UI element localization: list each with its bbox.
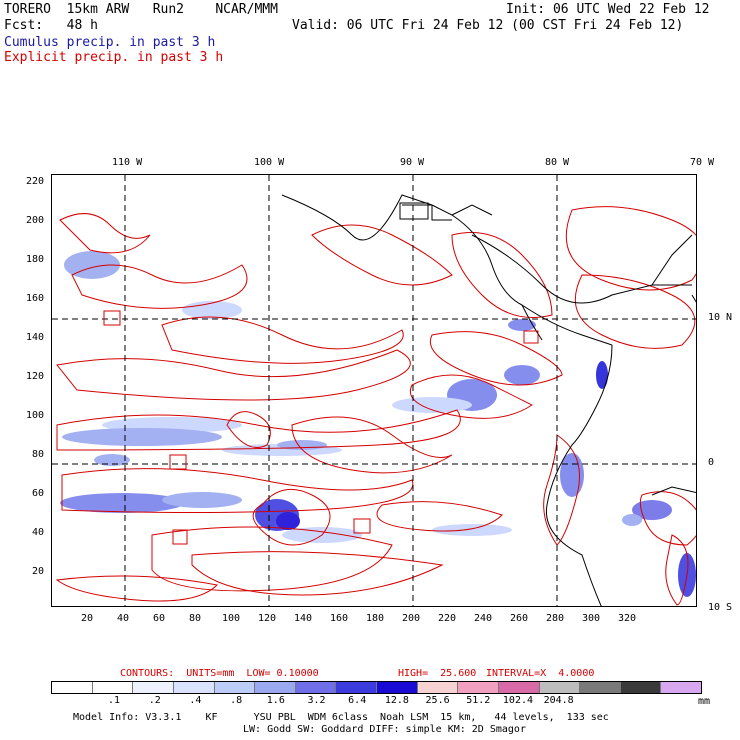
colorbar-label: 1.6	[266, 695, 285, 706]
init-time: Init: 06 UTC Wed 22 Feb 12	[506, 2, 710, 17]
colorbar-swatch-14	[620, 682, 662, 693]
colorbar-swatch-11	[498, 682, 540, 693]
colorbar-swatch-15	[661, 682, 701, 693]
colorbar-unit: mm	[698, 696, 711, 707]
coastline	[281, 194, 696, 606]
colorbar-label: 12.8	[384, 695, 409, 706]
colorbar-swatch-9	[417, 682, 459, 693]
colorbar-label: 3.2	[307, 695, 326, 706]
grid-x-320: 320	[618, 613, 637, 624]
colorbar-label: 51.2	[466, 695, 491, 706]
grid-x-240: 240	[474, 613, 493, 624]
colorbar-label: 102.4	[502, 695, 534, 706]
colorbar-swatch-4	[214, 682, 256, 693]
grid-y-200: 200	[26, 215, 45, 226]
colorbar-swatch-5	[255, 682, 296, 693]
grid-x-60: 60	[153, 613, 166, 624]
colorbar-label: 25.6	[425, 695, 450, 706]
lon-label-110w: 110 W	[112, 157, 143, 168]
colorbar-swatch-12	[539, 682, 581, 693]
grid-x-300: 300	[582, 613, 601, 624]
grid-y-100: 100	[26, 410, 45, 421]
station-markers	[103, 310, 539, 545]
grid-x-280: 280	[546, 613, 565, 624]
explicit-legend: Explicit precip. in past 3 h	[4, 50, 224, 65]
grid-y-140: 140	[26, 332, 45, 343]
grid-x-120: 120	[258, 613, 277, 624]
lon-label-80w: 80 W	[545, 157, 570, 168]
colorbar-swatch-13	[580, 682, 621, 693]
colorbar-label: 6.4	[348, 695, 367, 706]
model-physics: LW: Godd SW: Goddard DIFF: simple KM: 2D…	[243, 724, 526, 735]
explicit-precip-contours	[55, 206, 696, 606]
lat-label-10s: 10 S	[708, 602, 733, 613]
colorbar-swatch-3	[173, 682, 215, 693]
grid-x-200: 200	[402, 613, 421, 624]
colorbar-swatch-7	[336, 682, 377, 693]
colorbar-swatch-8	[377, 682, 418, 693]
colorbar-swatch-1	[92, 682, 134, 693]
grid-y-80: 80	[32, 449, 45, 460]
grid-x-20: 20	[81, 613, 94, 624]
grid-y-180: 180	[26, 254, 45, 265]
precip-colorbar	[51, 681, 702, 694]
grid-y-60: 60	[32, 488, 45, 499]
colorbar-label: 204.8	[543, 695, 574, 706]
colorbar-label: .1	[108, 695, 121, 706]
lon-label-90w: 90 W	[400, 157, 425, 168]
map-canvas	[52, 175, 696, 606]
grid-y-20: 20	[32, 566, 45, 577]
lat-label-10n: 10 N	[708, 312, 733, 323]
grid-x-160: 160	[330, 613, 349, 624]
colorbar-label: .8	[230, 695, 243, 706]
latlon-grid	[52, 175, 696, 606]
grid-y-220: 220	[26, 176, 45, 187]
grid-y-120: 120	[26, 371, 45, 382]
grid-y-160: 160	[26, 293, 45, 304]
lat-label-0: 0	[708, 457, 715, 468]
colorbar-label: .4	[189, 695, 202, 706]
contour-high: HIGH= 25.600	[398, 668, 477, 679]
grid-x-80: 80	[189, 613, 202, 624]
colorbar-swatch-6	[295, 682, 337, 693]
colorbar-swatch-0	[52, 682, 93, 693]
lon-label-70w: 70 W	[690, 157, 715, 168]
grid-x-40: 40	[117, 613, 130, 624]
precipitation-map	[51, 174, 697, 607]
cumulus-precip-layer	[60, 251, 696, 597]
grid-y-40: 40	[32, 527, 45, 538]
colorbar-swatch-10	[458, 682, 499, 693]
forecast-hour: Fcst: 48 h	[4, 18, 98, 33]
grid-x-140: 140	[294, 613, 313, 624]
grid-x-180: 180	[366, 613, 385, 624]
grid-x-260: 260	[510, 613, 529, 624]
model-info: Model Info: V3.3.1 KF YSU PBL WDM 6class…	[73, 712, 609, 723]
contour-info: CONTOURS: UNITS=mm LOW= 0.10000	[120, 668, 319, 679]
colorbar-swatch-2	[133, 682, 174, 693]
valid-time: Valid: 06 UTC Fri 24 Feb 12 (00 CST Fri …	[292, 18, 684, 33]
grid-x-100: 100	[222, 613, 241, 624]
model-title: TORERO 15km ARW Run2 NCAR/MMM	[4, 2, 278, 17]
lon-label-100w: 100 W	[254, 157, 285, 168]
cumulus-legend: Cumulus precip. in past 3 h	[4, 35, 216, 50]
grid-x-220: 220	[438, 613, 457, 624]
contour-interval: INTERVAL=X 4.0000	[486, 668, 595, 679]
colorbar-label: .2	[148, 695, 161, 706]
